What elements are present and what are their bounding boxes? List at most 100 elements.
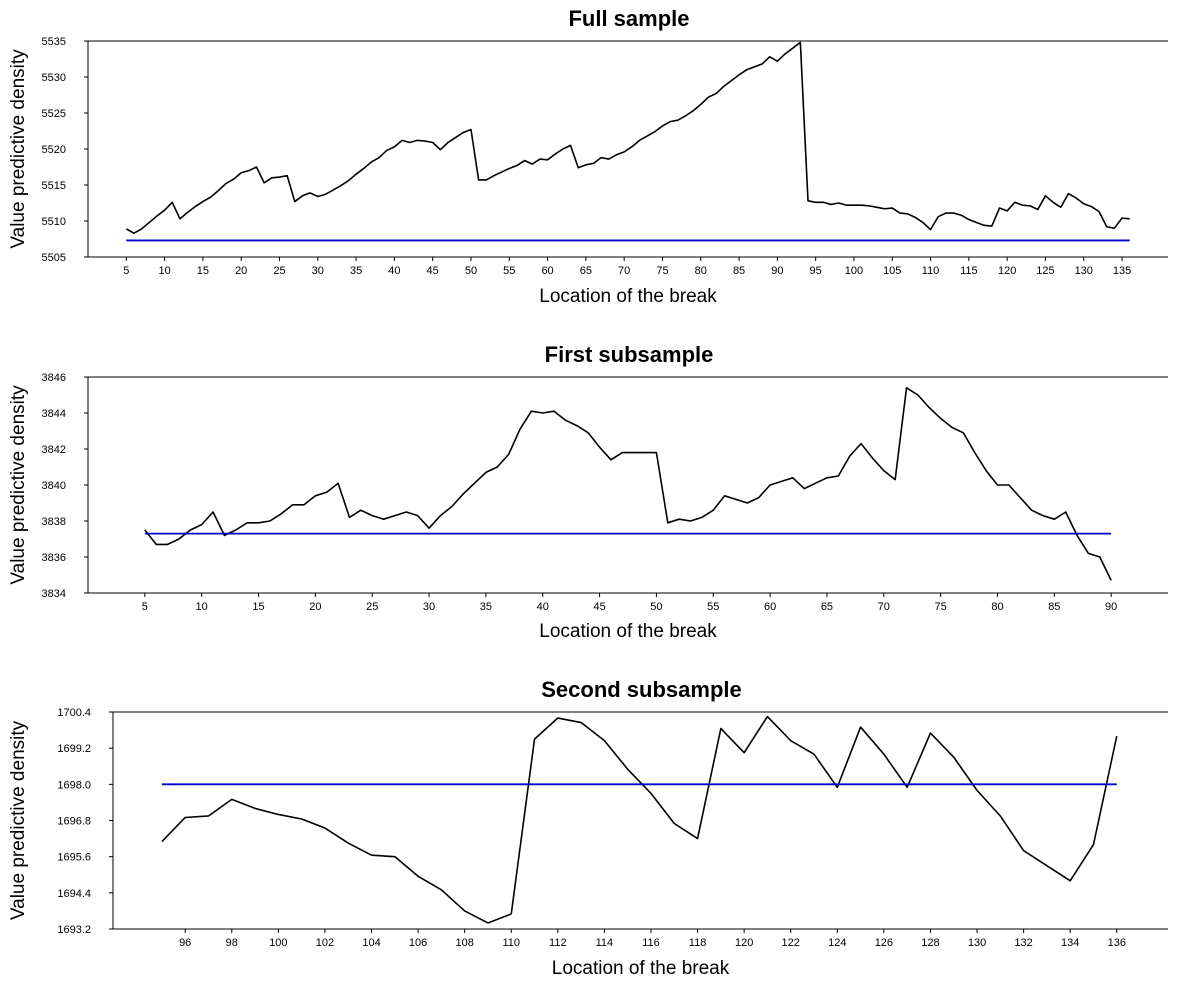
x-tick-label: 118: [689, 937, 707, 949]
x-tick-label: 15: [197, 265, 209, 277]
y-tick-label: 1694.4: [57, 888, 91, 900]
x-tick-label: 112: [549, 937, 567, 949]
y-tick-label: 1696.8: [57, 816, 91, 828]
x-tick-label: 132: [1014, 937, 1032, 949]
x-tick-label: 114: [596, 937, 614, 949]
y-tick-label: 5505: [42, 252, 66, 264]
x-tick-label: 35: [480, 601, 492, 613]
y-tick-label: 5515: [42, 180, 66, 192]
y-tick-label: 1698.0: [57, 779, 91, 791]
x-tick-label: 120: [735, 937, 753, 949]
x-tick-label: 75: [656, 265, 668, 277]
y-tick-label: 3844: [42, 408, 66, 420]
x-axis-label: Location of the break: [539, 286, 717, 307]
x-tick-label: 90: [771, 265, 783, 277]
x-tick-label: 80: [695, 265, 707, 277]
y-tick-label: 5535: [42, 36, 66, 48]
x-tick-label: 115: [960, 265, 978, 277]
x-tick-label: 45: [593, 601, 605, 613]
x-tick-label: 102: [316, 937, 334, 949]
x-tick-label: 136: [1108, 937, 1126, 949]
y-tick-label: 3836: [42, 552, 66, 564]
y-tick-label: 1693.2: [57, 924, 91, 936]
x-tick-label: 25: [273, 265, 285, 277]
chart-title: Second subsample: [541, 677, 742, 702]
x-tick-label: 126: [875, 937, 893, 949]
x-tick-label: 135: [1113, 265, 1131, 277]
x-tick-label: 98: [226, 937, 238, 949]
y-tick-label: 3834: [42, 588, 66, 600]
x-tick-label: 35: [350, 265, 362, 277]
x-tick-label: 110: [922, 265, 940, 277]
x-tick-label: 124: [828, 937, 846, 949]
x-tick-label: 45: [427, 265, 439, 277]
x-tick-label: 100: [845, 265, 863, 277]
x-tick-label: 5: [123, 265, 129, 277]
x-tick-label: 55: [503, 265, 515, 277]
y-tick-label: 1699.2: [57, 743, 91, 755]
x-tick-label: 40: [537, 601, 549, 613]
x-tick-label: 20: [235, 265, 247, 277]
x-tick-label: 55: [707, 601, 719, 613]
x-tick-label: 80: [991, 601, 1003, 613]
x-tick-label: 125: [1036, 265, 1054, 277]
x-axis-label: Location of the break: [539, 621, 717, 642]
y-tick-label: 5520: [42, 144, 66, 156]
chart-panel-3: Second subsample 1693.2 1694.4 1695.6 1696.8…: [8, 677, 1168, 979]
x-tick-label: 30: [423, 601, 435, 613]
x-tick-label: 50: [465, 265, 477, 277]
x-tick-label: 70: [618, 265, 630, 277]
chart-title: First subsample: [545, 342, 714, 367]
x-tick-label: 25: [366, 601, 378, 613]
x-tick-label: 96: [179, 937, 191, 949]
x-tick-label: 116: [642, 937, 660, 949]
x-tick-label: 120: [998, 265, 1016, 277]
x-tick-label: 104: [362, 937, 380, 949]
x-tick-label: 30: [312, 265, 324, 277]
series-line-density: [144, 386, 1112, 581]
x-tick-label: 15: [252, 601, 264, 613]
x-tick-label: 10: [196, 601, 208, 613]
x-tick-label: 5: [142, 601, 148, 613]
x-tick-label: 85: [1048, 601, 1060, 613]
y-axis-label: Value predictive density: [8, 385, 29, 585]
x-tick-label: 85: [733, 265, 745, 277]
y-tick-label: 5510: [42, 216, 66, 228]
x-tick-label: 122: [782, 937, 800, 949]
x-tick-label: 40: [388, 265, 400, 277]
y-tick-label: 3838: [42, 516, 66, 528]
x-tick-label: 100: [269, 937, 287, 949]
x-tick-label: 130: [968, 937, 986, 949]
x-tick-label: 20: [309, 601, 321, 613]
x-tick-label: 106: [409, 937, 427, 949]
y-tick-label: 1700.4: [57, 707, 91, 719]
x-tick-label: 70: [878, 601, 890, 613]
x-tick-label: 90: [1105, 601, 1117, 613]
x-tick-label: 105: [883, 265, 901, 277]
x-tick-label: 95: [810, 265, 822, 277]
y-tick-label: 3842: [42, 444, 66, 456]
x-tick-label: 60: [541, 265, 553, 277]
x-tick-label: 134: [1061, 937, 1079, 949]
y-axis-label: Value predictive density: [8, 49, 29, 249]
y-axis-label: Value predictive density: [8, 720, 29, 920]
x-tick-label: 10: [158, 265, 170, 277]
x-tick-label: 65: [580, 265, 592, 277]
x-tick-label: 75: [935, 601, 947, 613]
y-tick-label: 3846: [42, 372, 66, 384]
x-tick-label: 108: [455, 937, 473, 949]
series-line-density: [161, 715, 1118, 924]
x-tick-label: 128: [921, 937, 939, 949]
y-tick-label: 1695.6: [57, 852, 91, 864]
y-tick-label: 5525: [42, 108, 66, 120]
x-tick-label: 65: [821, 601, 833, 613]
y-tick-label: 5530: [42, 72, 66, 84]
x-tick-label: 130: [1075, 265, 1093, 277]
chart-title: Full sample: [568, 6, 689, 31]
y-tick-label: 3840: [42, 480, 66, 492]
chart-panel-1: Full sample55055510551555205525553055355…: [8, 6, 1168, 307]
x-tick-label: 60: [764, 601, 776, 613]
x-tick-label: 110: [502, 937, 520, 949]
